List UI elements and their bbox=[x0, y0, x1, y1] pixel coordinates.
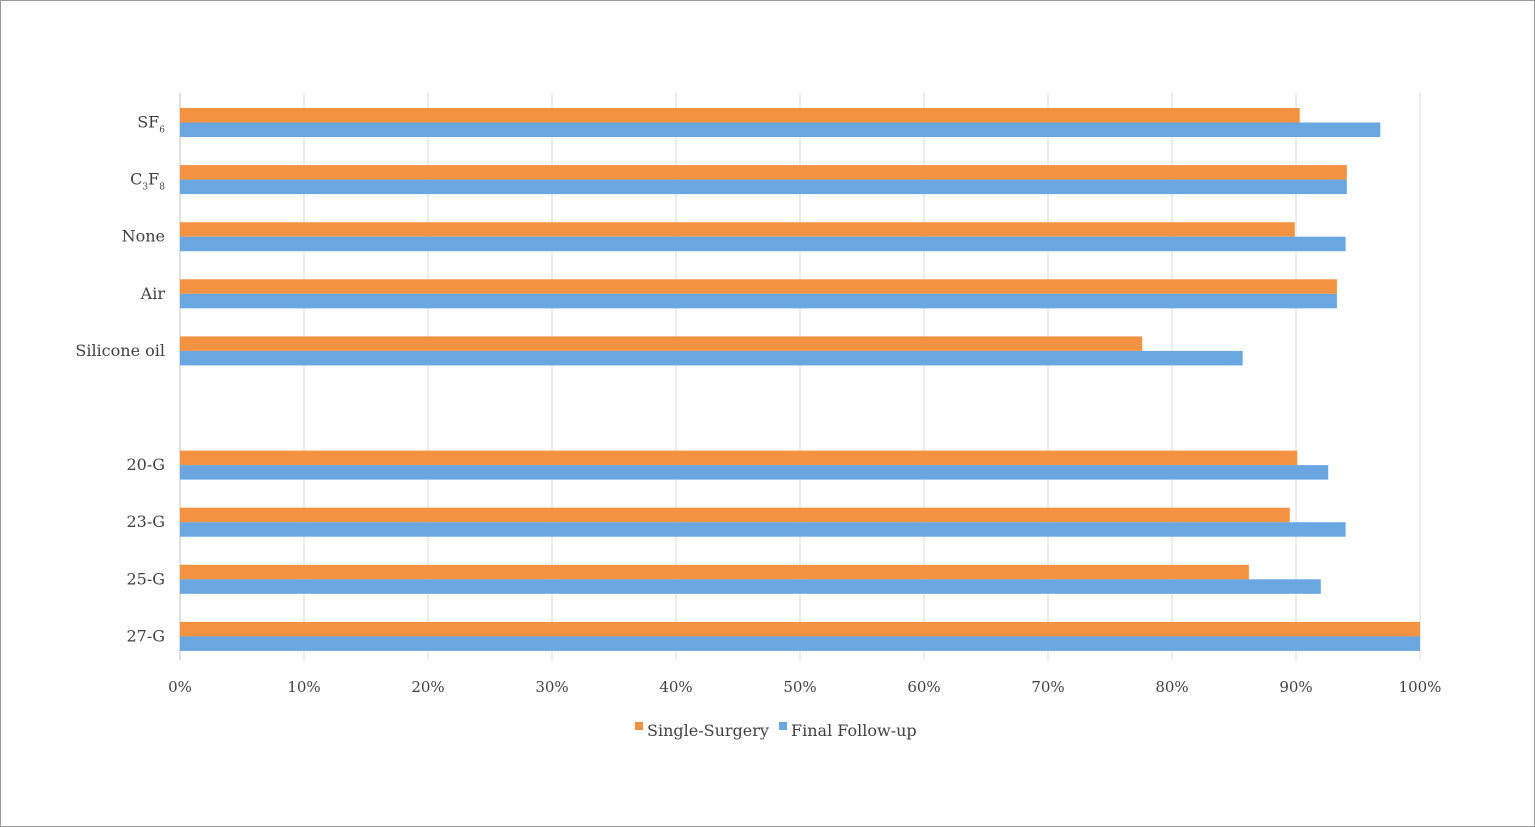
bar-final-follow-up bbox=[180, 236, 1346, 252]
bar-final-follow-up bbox=[180, 350, 1243, 366]
x-tick-label: 30% bbox=[535, 678, 568, 696]
category-label: 20-G bbox=[126, 455, 165, 474]
category-label: C3F8 bbox=[130, 170, 165, 193]
x-tick-label: 0% bbox=[168, 678, 192, 696]
category-label: 27-G bbox=[126, 626, 165, 645]
bar-final-follow-up bbox=[180, 522, 1346, 537]
bar-final-follow-up bbox=[180, 579, 1321, 594]
legend: Single-Surgery Final Follow-up bbox=[635, 721, 917, 740]
category-label: SF6 bbox=[137, 113, 165, 136]
x-tick-label: 40% bbox=[659, 678, 692, 696]
x-tick-label: 50% bbox=[783, 678, 816, 696]
category-label: None bbox=[122, 227, 165, 246]
x-tick-label: 10% bbox=[287, 678, 320, 696]
x-tick-label: 70% bbox=[1031, 678, 1064, 696]
bar-single-surgery bbox=[180, 336, 1143, 351]
bar-single-surgery bbox=[180, 621, 1420, 637]
x-tick-label: 90% bbox=[1279, 678, 1312, 696]
x-tick-label: 100% bbox=[1399, 678, 1442, 696]
bar-single-surgery bbox=[180, 564, 1249, 580]
category-label: 23-G bbox=[126, 512, 165, 531]
legend-swatch bbox=[779, 722, 787, 730]
category-labels: SF6 C3F8 None Air Silicone oil 20-G 23-G 25-G 27… bbox=[75, 113, 165, 646]
bar-single-surgery bbox=[180, 222, 1295, 237]
legend-label: Single-Surgery bbox=[647, 721, 769, 740]
bar-single-surgery bbox=[180, 450, 1298, 466]
category-label: Air bbox=[140, 284, 166, 303]
bar-final-follow-up bbox=[180, 465, 1329, 480]
x-tick-label: 80% bbox=[1155, 678, 1188, 696]
bar-single-surgery bbox=[180, 279, 1337, 294]
bar-final-follow-up bbox=[180, 636, 1420, 651]
x-tick-labels: 0% 10% 20% 30% 40% 50% 60% 70% 80% 90% 100% bbox=[168, 678, 1441, 696]
bar-single-surgery bbox=[180, 108, 1300, 123]
x-tick-label: 60% bbox=[907, 678, 940, 696]
x-tick-label: 20% bbox=[411, 678, 444, 696]
category-label: Silicone oil bbox=[75, 341, 165, 360]
bar-single-surgery bbox=[180, 507, 1290, 523]
legend-label: Final Follow-up bbox=[791, 721, 917, 740]
legend-swatch bbox=[635, 722, 643, 730]
bars bbox=[180, 108, 1420, 651]
category-label: 25-G bbox=[126, 569, 165, 588]
bar-final-follow-up bbox=[180, 293, 1337, 309]
bar-final-follow-up bbox=[180, 122, 1381, 137]
bar-single-surgery bbox=[180, 165, 1347, 180]
bar-final-follow-up bbox=[180, 179, 1347, 195]
